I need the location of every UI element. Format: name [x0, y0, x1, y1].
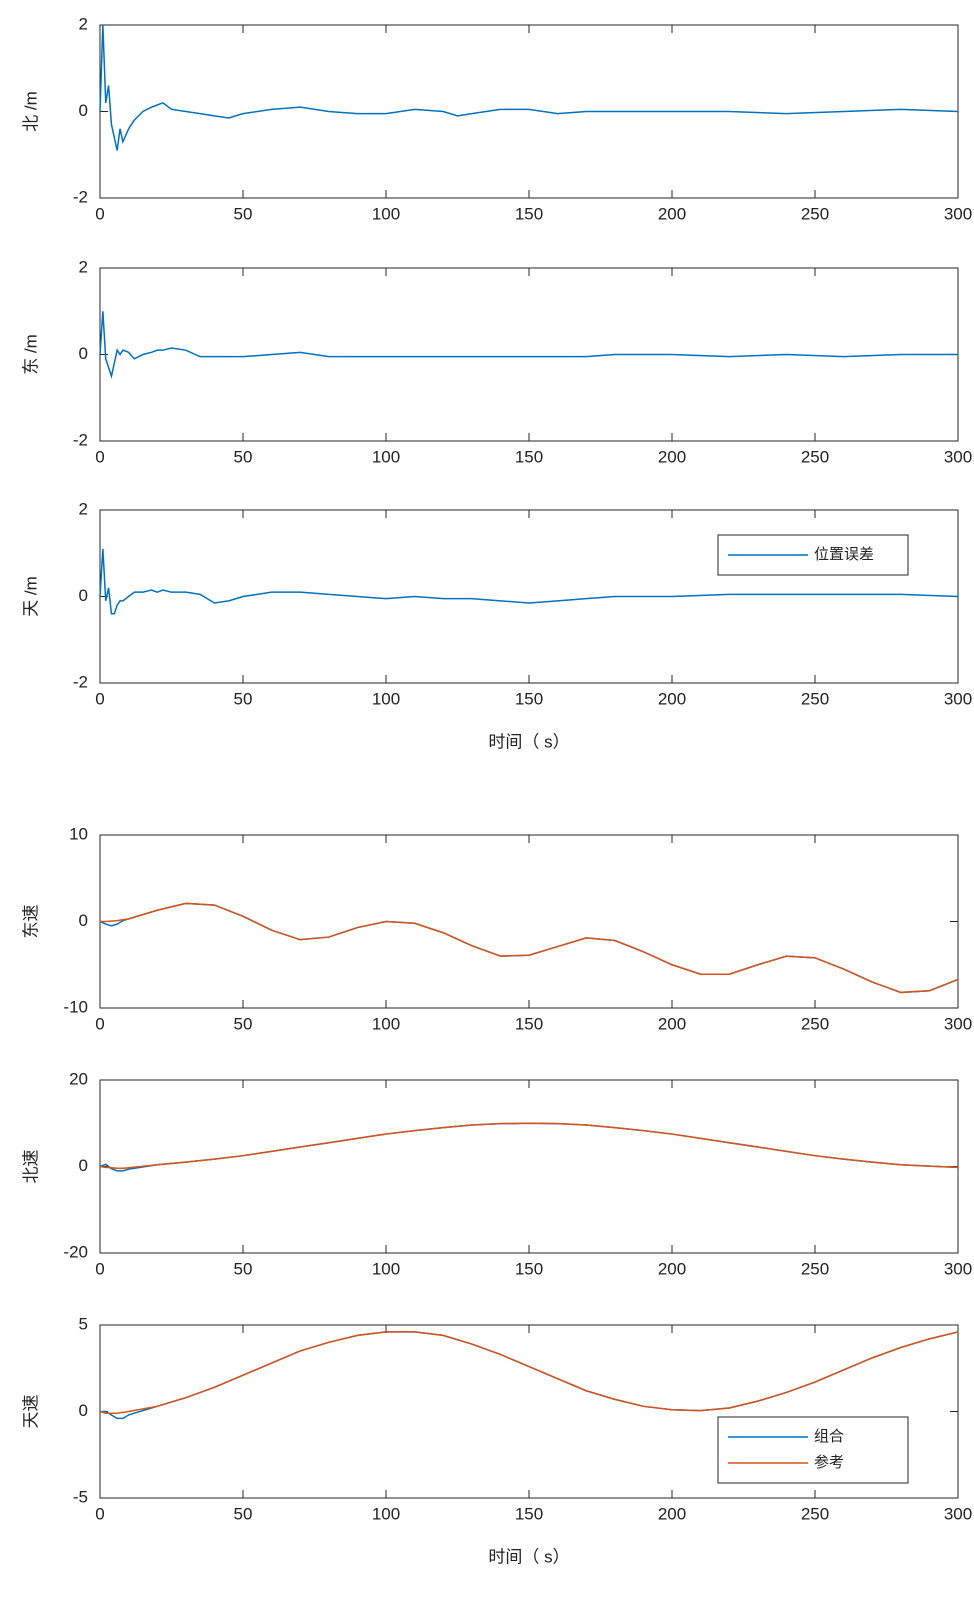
y-tick-label: 2 [79, 14, 88, 33]
x-tick-label: 250 [801, 1014, 829, 1033]
subplot: 0 50 100 150 200 250 300 -2 0 2 天 /m 时间（ s） 位置误差 [21, 499, 972, 751]
y-tick-label: 2 [79, 257, 88, 276]
x-tick-label: 50 [234, 689, 253, 708]
x-tick-label: 250 [801, 689, 829, 708]
series-line [99, 311, 958, 379]
y-tick-label: 0 [79, 101, 88, 120]
x-tick-label: 200 [658, 204, 686, 223]
x-tick-label: 0 [95, 1259, 104, 1278]
subplot: 0 50 100 150 200 250 300 -10 0 10 东速 [21, 824, 972, 1033]
y-tick-label: 0 [79, 911, 88, 930]
x-tick-label: 0 [95, 447, 104, 466]
y-tick-label: -20 [63, 1242, 88, 1261]
series-line [100, 902, 959, 994]
legend: 位置误差 [717, 534, 909, 576]
plot-frame [99, 834, 959, 1009]
x-axis-label: 时间（ s） [488, 1547, 569, 1566]
x-tick-label: 0 [95, 1014, 104, 1033]
y-tick-label: 5 [79, 1314, 88, 1333]
x-tick-label: 150 [515, 1259, 543, 1278]
plot-frame [99, 267, 959, 442]
x-tick-label: 300 [944, 1014, 972, 1033]
x-tick-label: 200 [658, 1504, 686, 1523]
series-line [99, 1122, 959, 1169]
x-tick-label: 200 [658, 1014, 686, 1033]
y-tick-label: -2 [73, 672, 88, 691]
x-tick-label: 300 [944, 204, 972, 223]
x-tick-label: 200 [658, 447, 686, 466]
x-tick-label: 200 [658, 689, 686, 708]
x-tick-label: 150 [515, 204, 543, 223]
y-tick-label: -10 [63, 997, 88, 1016]
x-tick-label: 200 [658, 1259, 686, 1278]
subplot: 0 50 100 150 200 250 300 -20 0 20 北速 [21, 1069, 972, 1278]
y-tick-label: 10 [69, 824, 88, 843]
x-tick-label: 50 [234, 204, 253, 223]
y-tick-label: 20 [69, 1069, 88, 1088]
legend-box [717, 1416, 909, 1484]
y-axis-label: 天速 [21, 1395, 40, 1429]
x-tick-label: 100 [372, 1014, 400, 1033]
plot-frame [99, 1079, 959, 1254]
x-tick-label: 250 [801, 1504, 829, 1523]
x-tick-label: 50 [234, 1259, 253, 1278]
x-tick-label: 150 [515, 447, 543, 466]
legend-label: 参考 [814, 1454, 844, 1471]
x-tick-label: 150 [515, 1014, 543, 1033]
series-line [99, 1331, 959, 1414]
y-tick-label: -5 [73, 1487, 88, 1506]
x-axis-label: 时间（ s） [488, 732, 569, 751]
x-tick-label: 250 [801, 447, 829, 466]
y-tick-label: 0 [79, 586, 88, 605]
y-axis-label: 北 /m [21, 91, 40, 132]
subplot: 0 50 100 150 200 250 300 -2 0 2 北 /m [21, 14, 972, 223]
y-tick-label: 0 [79, 1156, 88, 1175]
x-tick-label: 50 [234, 1504, 253, 1523]
legend-label: 位置误差 [814, 546, 874, 563]
x-tick-label: 100 [372, 1504, 400, 1523]
series-line [99, 24, 959, 151]
x-tick-label: 250 [801, 204, 829, 223]
x-tick-label: 300 [944, 1504, 972, 1523]
plot-frame [99, 24, 959, 199]
x-tick-label: 50 [234, 447, 253, 466]
series-line [99, 548, 959, 615]
x-tick-label: 0 [95, 204, 104, 223]
x-tick-label: 0 [95, 1504, 104, 1523]
y-tick-label: 0 [79, 1401, 88, 1420]
x-tick-label: 100 [372, 204, 400, 223]
x-tick-label: 300 [944, 1259, 972, 1278]
y-tick-label: 2 [79, 499, 88, 518]
y-tick-label: -2 [73, 430, 88, 449]
x-tick-label: 300 [944, 689, 972, 708]
y-tick-label: 0 [79, 344, 88, 363]
y-tick-label: -2 [73, 187, 88, 206]
legend-label: 组合 [814, 1428, 844, 1445]
x-tick-label: 300 [944, 447, 972, 466]
subplot: 0 50 100 150 200 250 300 -2 0 2 东 /m [21, 257, 972, 466]
y-axis-label: 东速 [21, 905, 40, 939]
x-tick-label: 250 [801, 1259, 829, 1278]
x-tick-label: 100 [372, 689, 400, 708]
x-tick-label: 100 [372, 447, 400, 466]
y-axis-label: 东 /m [21, 334, 40, 375]
x-tick-label: 0 [95, 689, 104, 708]
x-tick-label: 100 [372, 1259, 400, 1278]
x-tick-label: 150 [515, 1504, 543, 1523]
x-tick-label: 150 [515, 689, 543, 708]
y-axis-label: 北速 [21, 1150, 40, 1184]
x-tick-label: 50 [234, 1014, 253, 1033]
y-axis-label: 天 /m [21, 576, 40, 617]
